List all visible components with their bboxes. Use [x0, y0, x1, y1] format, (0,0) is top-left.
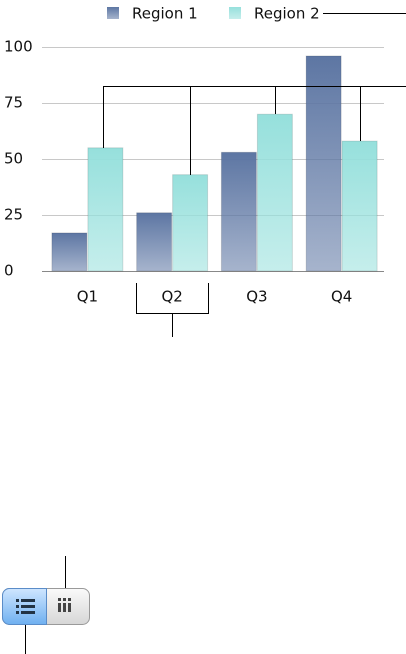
y-tick-label: 50: [4, 150, 23, 168]
callout-bracket: [136, 283, 209, 337]
segmented-control: [2, 588, 90, 625]
x-tick-label: Q4: [331, 288, 352, 306]
bar: [87, 147, 124, 272]
column-view-button[interactable]: [47, 589, 89, 624]
bar: [51, 232, 88, 272]
x-tick-label: Q2: [161, 288, 182, 306]
callout-line: [103, 86, 406, 148]
bar: [341, 140, 378, 272]
bar: [136, 212, 173, 272]
legend-label: Region 1: [132, 5, 198, 23]
x-tick-label: Q3: [246, 288, 267, 306]
bar: [305, 55, 342, 272]
y-tick-label: 75: [4, 94, 23, 112]
list-view-button[interactable]: [2, 588, 47, 625]
legend-swatch: [107, 7, 119, 19]
callouts: [25, 13, 406, 654]
legend-swatch: [229, 7, 241, 19]
legend-label: Region 2: [254, 5, 320, 23]
y-tick-label: 0: [4, 262, 14, 280]
bar: [220, 151, 257, 272]
x-tick-label: Q1: [77, 288, 98, 306]
bar: [256, 113, 293, 272]
y-tick-label: 100: [4, 38, 33, 56]
y-tick-label: 25: [4, 206, 23, 224]
bar: [172, 174, 209, 272]
